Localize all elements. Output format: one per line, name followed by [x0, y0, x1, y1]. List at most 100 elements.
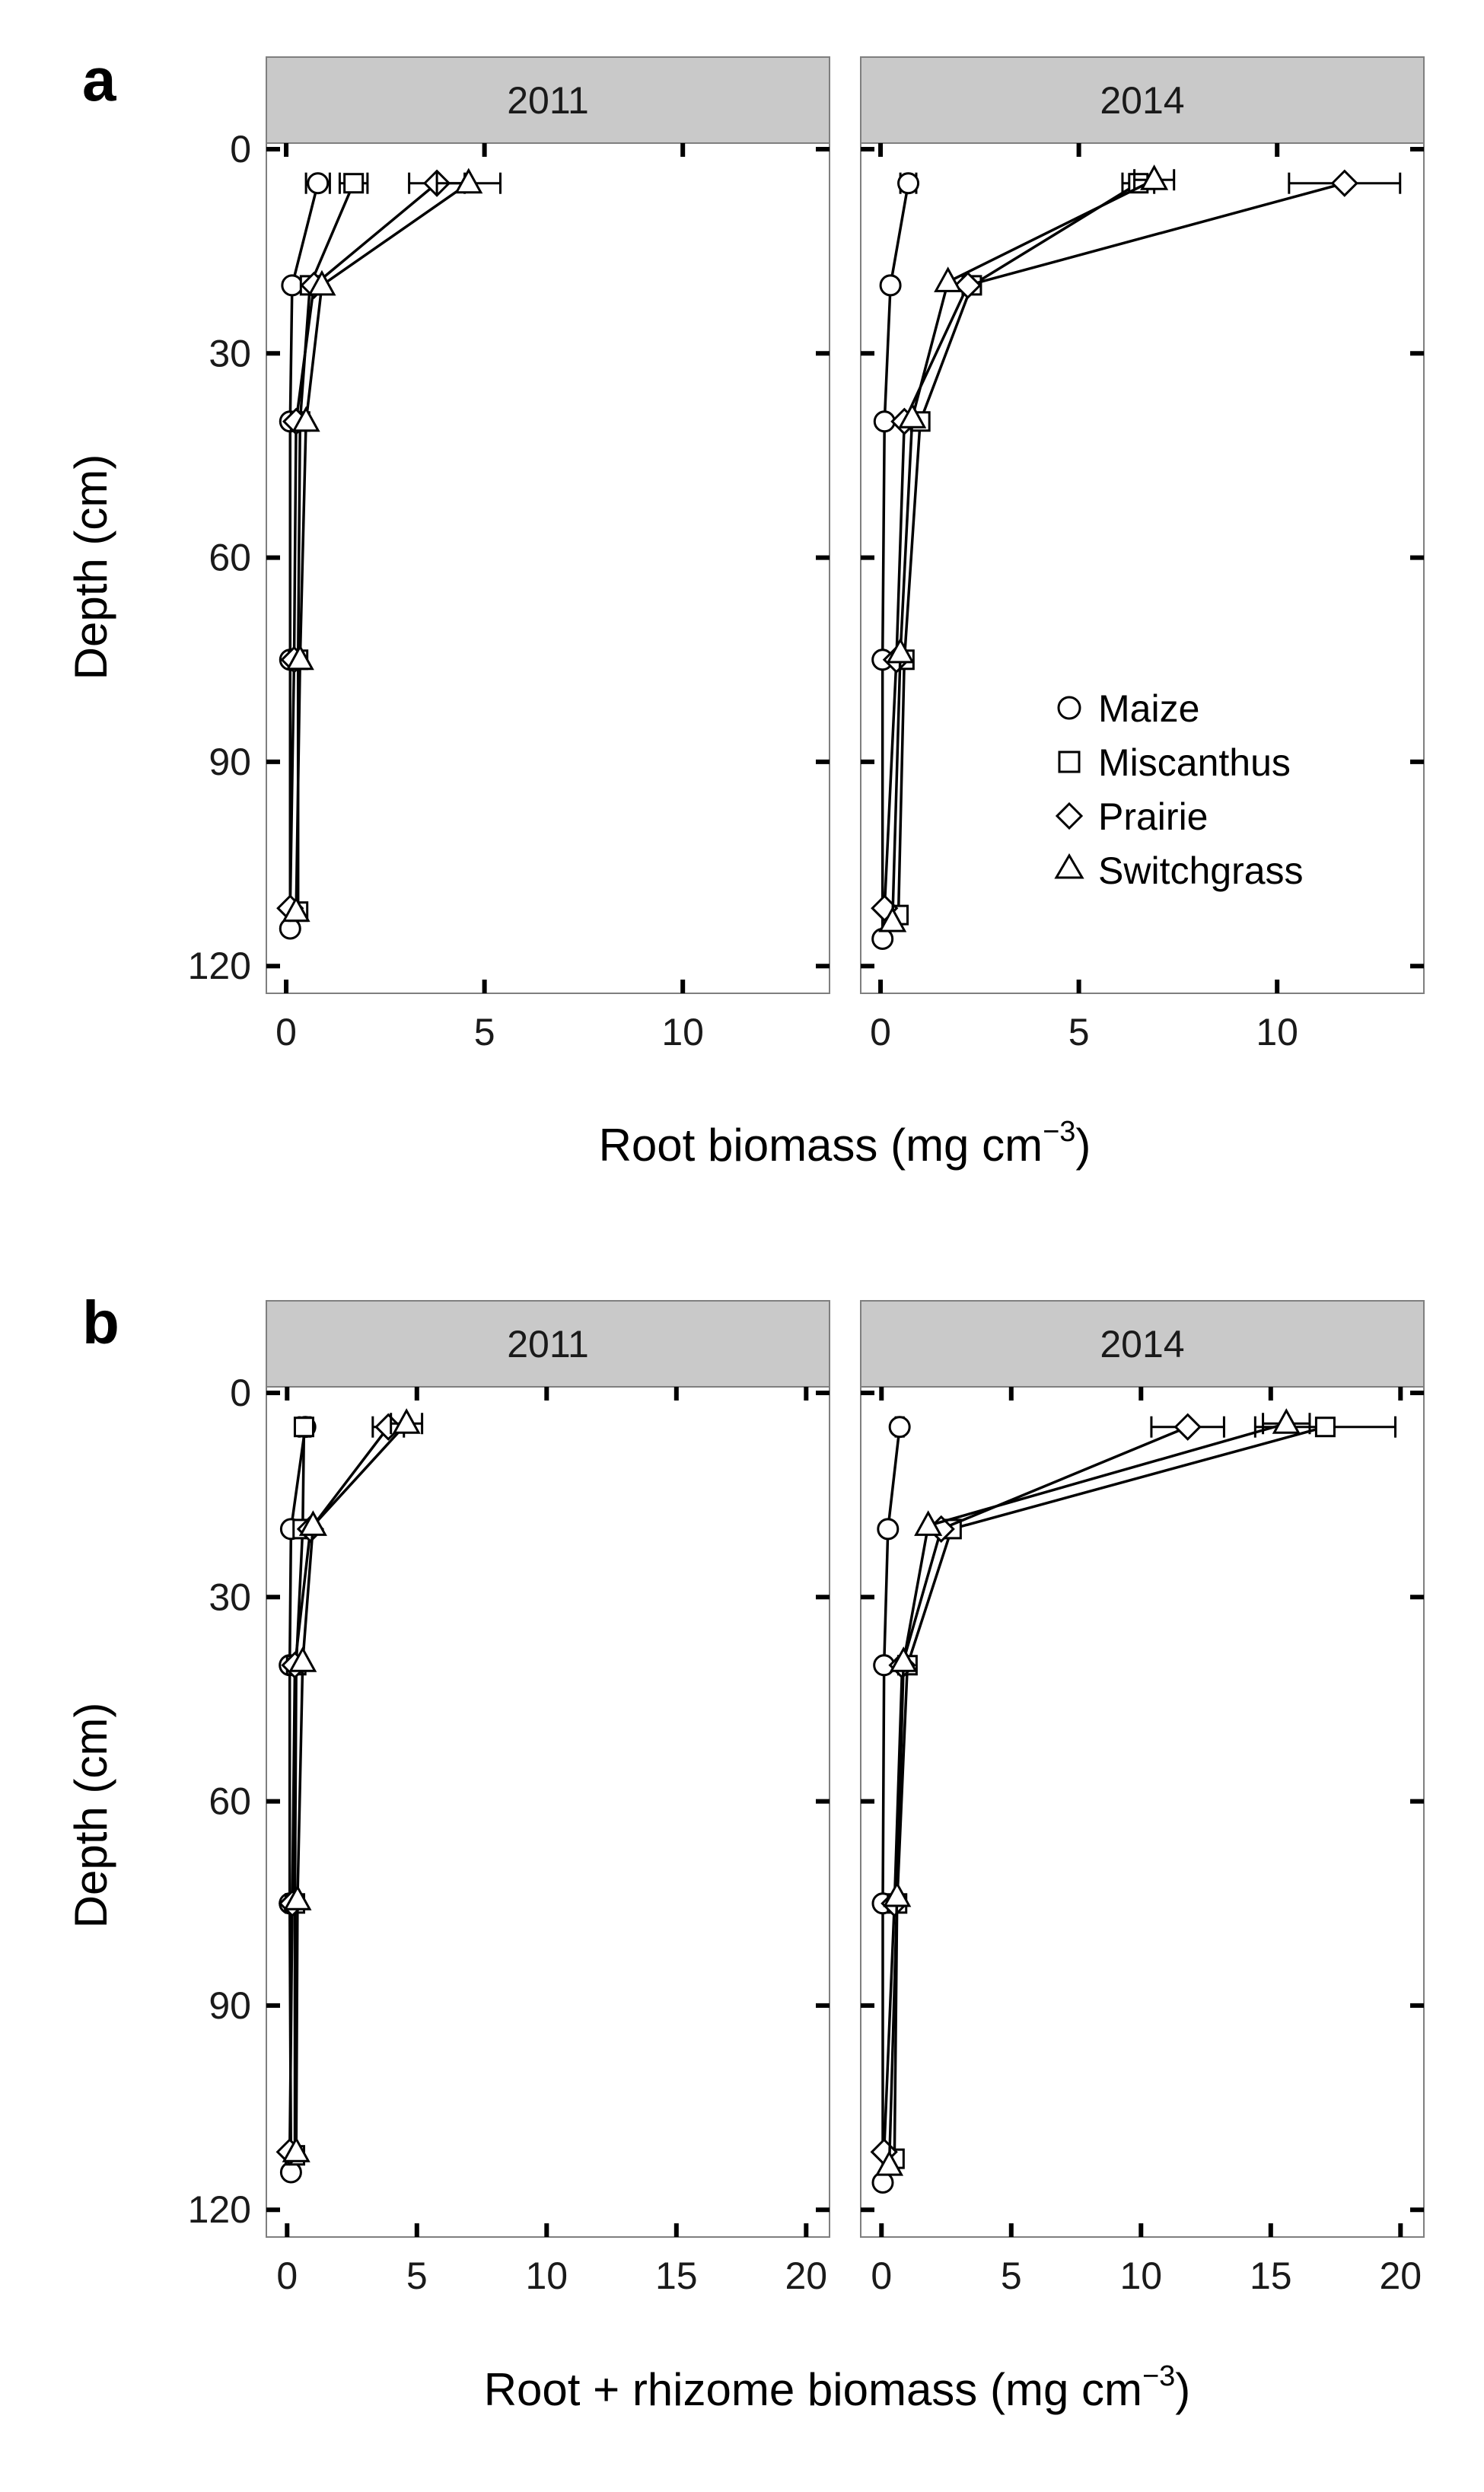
point-marker-triangle-icon — [288, 1646, 317, 1672]
facet-strip — [860, 1300, 1425, 1388]
point-marker-triangle-icon — [392, 1408, 421, 1434]
point-marker-circle-icon — [888, 1416, 911, 1439]
point-marker-triangle-icon — [1272, 1408, 1301, 1434]
facet-strip-title: 2014 — [1100, 1323, 1184, 1366]
series-switchgrass — [874, 1408, 1311, 2176]
legend: Maize Miscanthus Prairie Switchgrass — [1054, 687, 1304, 892]
facet-a-2011: 2011 0 5 10 0 30 60 90 120 — [188, 56, 830, 1053]
point-marker-triangle-icon — [914, 1510, 943, 1536]
point-marker-circle-icon — [307, 172, 330, 195]
x-axis-title-b-main: Root + rhizome biomass (mg cm — [484, 2364, 1142, 2415]
point-marker-triangle-icon — [878, 906, 907, 932]
point-marker-triangle-icon — [282, 896, 310, 923]
x-tick-label: 20 — [1379, 2255, 1422, 2297]
panel-letter-a: a — [82, 46, 116, 113]
facet-strip-title: 2011 — [507, 79, 589, 122]
point-marker-triangle-icon — [1140, 164, 1169, 190]
point-marker-circle-icon — [897, 172, 920, 195]
y-tick-label: 30 — [209, 332, 251, 374]
y-tick-label: 120 — [188, 945, 251, 987]
x-tick-label: 5 — [474, 1011, 495, 1053]
legend-label-miscanthus: Miscanthus — [1098, 741, 1291, 784]
x-tick-label: 15 — [1250, 2255, 1292, 2297]
point-marker-diamond-icon — [1330, 169, 1358, 197]
facet-a-2014: 2014 0 5 10 — [860, 56, 1425, 1053]
y-tick-label: 60 — [209, 537, 251, 579]
facet-strip-title: 2014 — [1100, 79, 1184, 122]
y-tick-label: 120 — [188, 2188, 251, 2231]
legend-label-prairie: Prairie — [1098, 795, 1208, 838]
x-tick-label: 0 — [275, 1011, 297, 1053]
legend-circle-icon — [1057, 696, 1081, 720]
panel-letter-b: b — [82, 1289, 119, 1356]
legend-square-icon — [1058, 750, 1081, 773]
x-tick-label: 5 — [406, 2255, 428, 2297]
facet-strip — [266, 56, 830, 144]
series-switchgrass — [878, 164, 1176, 932]
series-switchgrass — [282, 1408, 424, 2162]
x-tick-label: 5 — [1068, 1011, 1090, 1053]
point-marker-triangle-icon — [454, 167, 483, 194]
y-axis-title-b: Depth (cm) — [65, 1703, 116, 1929]
series-switchgrass — [282, 167, 502, 923]
point-marker-triangle-icon — [298, 1510, 327, 1536]
plot-frame — [266, 142, 830, 994]
facet-strip — [860, 56, 1425, 144]
x-tick-label: 0 — [276, 2255, 298, 2297]
y-tick-label: 0 — [230, 1372, 251, 1414]
point-marker-square-icon — [343, 173, 365, 194]
x-axis-title-b: Root + rhizome biomass (mg cm−3) — [484, 2360, 1191, 2415]
point-marker-triangle-icon — [283, 1885, 312, 1910]
point-marker-triangle-icon — [883, 1881, 912, 1907]
x-tick-label: 10 — [1256, 1011, 1298, 1053]
x-axis-title-a-sup: −3 — [1043, 1116, 1075, 1148]
y-tick-label: 90 — [209, 741, 251, 783]
x-axis-title-a-main: Root biomass (mg cm — [599, 1120, 1043, 1171]
x-axis-title-b-sup: −3 — [1142, 2360, 1175, 2392]
point-marker-circle-icon — [877, 1518, 900, 1541]
point-marker-triangle-icon — [291, 406, 320, 432]
point-marker-triangle-icon — [889, 1646, 918, 1672]
point-marker-diamond-icon — [1174, 1413, 1202, 1441]
x-axis-title-b-end: ) — [1175, 2364, 1190, 2415]
point-marker-triangle-icon — [886, 637, 915, 664]
point-marker-circle-icon — [281, 274, 304, 297]
point-marker-diamond-icon — [954, 271, 982, 299]
y-tick-label: 0 — [230, 128, 251, 170]
y-axis-title-a: Depth (cm) — [65, 454, 116, 680]
point-marker-triangle-icon — [307, 269, 336, 296]
facet-strip-title: 2011 — [507, 1323, 589, 1366]
x-tick-label: 10 — [1119, 2255, 1162, 2297]
legend-diamond-icon — [1055, 801, 1084, 830]
facet-b-2014: 2014 0 5 10 15 20 — [860, 1300, 1425, 2297]
y-tick-label: 60 — [209, 1780, 251, 1823]
x-tick-label: 15 — [655, 2255, 698, 2297]
legend-triangle-icon — [1054, 853, 1084, 879]
legend-label-maize: Maize — [1098, 687, 1199, 730]
series-maize — [871, 172, 920, 950]
x-tick-label: 0 — [870, 1011, 891, 1053]
x-tick-label: 0 — [871, 2255, 892, 2297]
x-axis-title-a-end: ) — [1075, 1120, 1091, 1171]
point-marker-square-icon — [293, 1416, 314, 1438]
point-marker-triangle-icon — [282, 2137, 310, 2162]
plot-frame — [266, 1386, 830, 2238]
legend-label-switchgrass: Switchgrass — [1098, 849, 1304, 892]
point-marker-circle-icon — [879, 274, 902, 297]
x-tick-label: 20 — [785, 2255, 827, 2297]
facet-strip — [266, 1300, 830, 1388]
plot-frame — [860, 1386, 1425, 2238]
x-tick-label: 5 — [1001, 2255, 1022, 2297]
x-axis-title-a: Root biomass (mg cm−3) — [599, 1116, 1091, 1171]
x-tick-label: 10 — [525, 2255, 568, 2297]
facet-b-2011: 2011 0 5 10 15 20 0 30 60 90 120 — [188, 1300, 830, 2297]
point-marker-triangle-icon — [934, 266, 963, 292]
point-marker-square-icon — [1314, 1416, 1336, 1438]
point-marker-triangle-icon — [898, 403, 927, 429]
x-tick-label: 10 — [661, 1011, 704, 1053]
point-marker-triangle-icon — [874, 2149, 904, 2176]
y-tick-label: 90 — [209, 1984, 251, 2027]
y-tick-label: 30 — [209, 1576, 251, 1618]
point-marker-triangle-icon — [285, 644, 314, 671]
